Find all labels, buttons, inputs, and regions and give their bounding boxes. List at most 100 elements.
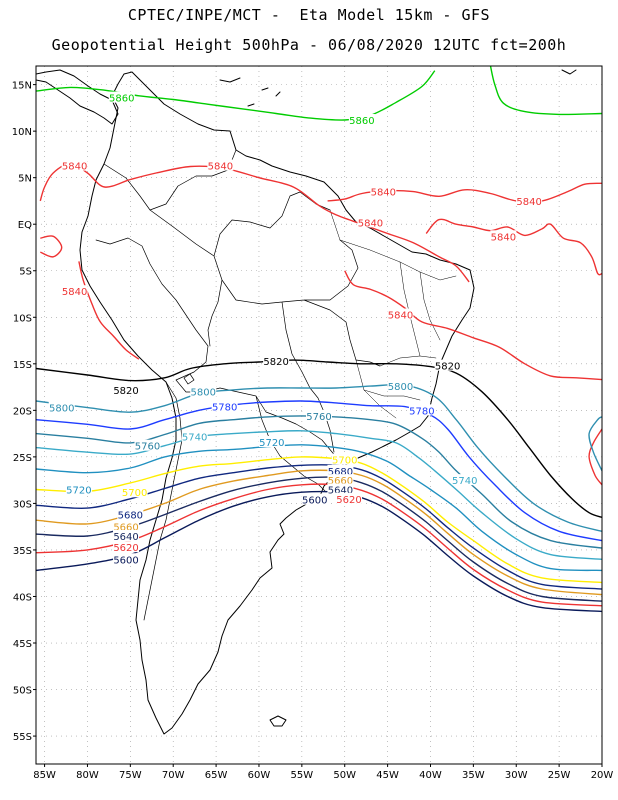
contour-label-bg <box>113 520 140 532</box>
lon-tick-label: 55W <box>291 770 314 781</box>
contour-5840 <box>40 235 63 258</box>
lon-tick-label: 20W <box>591 770 614 781</box>
lon-tick-label: 80W <box>76 770 99 781</box>
contour-5860 <box>489 66 602 116</box>
contour-label-bg <box>336 492 363 504</box>
lat-tick-label: 25S <box>13 453 32 464</box>
lat-tick-label: 20S <box>13 406 32 417</box>
lat-tick-label: 45S <box>13 639 32 650</box>
contour-5600 <box>588 416 602 472</box>
contour-label: 5800 <box>388 382 413 393</box>
contour-5840 <box>344 270 602 381</box>
state-borders <box>329 209 457 419</box>
contour-label-bg <box>327 483 354 495</box>
lon-tick-label: 35W <box>462 770 485 781</box>
map-title: CPTEC/INPE/MCT - Eta Model 15km - GFS <box>127 6 491 24</box>
lon-tick-label: 65W <box>205 770 228 781</box>
contour-5740 <box>36 430 602 560</box>
contour-5720 <box>36 444 602 572</box>
coastline-borders <box>36 69 577 735</box>
contour-label: 5620 <box>336 495 361 506</box>
axis-ticks: 85W 80W 75W 70W 65W 60W 55W 50W 45W 40W 35W 30W 25W 2… <box>12 81 614 781</box>
lon-tick-label: 60W <box>248 770 271 781</box>
contour-label-bg <box>61 285 88 297</box>
lat-tick-label: 50S <box>13 686 32 697</box>
contour-label-bg <box>387 380 414 392</box>
contour-label-bg <box>331 453 358 465</box>
contour-5840 <box>327 182 602 203</box>
contour-label-bg <box>301 493 328 505</box>
contour-label: 5700 <box>332 456 357 467</box>
contour-label: 5800 <box>191 388 216 399</box>
lat-tick-label: 15S <box>13 360 32 371</box>
contour-label: 5780 <box>409 406 434 417</box>
lon-tick-label: 45W <box>376 770 399 781</box>
contour-labels: 5860 5860 5840 5840 5840 5840 5840 5840 5840 5840… <box>48 91 543 566</box>
contour-label: 5640 <box>113 532 138 543</box>
contour-label: 5760 <box>135 442 160 453</box>
contour-label-bg <box>516 194 543 206</box>
contour-label: 5840 <box>516 197 541 208</box>
contour-label-bg <box>211 400 238 412</box>
contour-label-bg <box>306 409 332 421</box>
contour-label-bg <box>113 529 140 541</box>
contour-label: 5680 <box>118 511 143 522</box>
contour-label: 5720 <box>66 485 91 496</box>
contour-label: 5760 <box>306 412 331 423</box>
contour-label-bg <box>490 230 517 242</box>
contour-label: 5840 <box>208 162 233 173</box>
map-frame <box>35 65 603 765</box>
contour-label: 5820 <box>113 386 138 397</box>
contour-label: 5600 <box>302 496 327 507</box>
contour-label: 5740 <box>182 432 207 443</box>
contour-5820 <box>36 359 602 519</box>
contour-label: 5840 <box>62 287 87 298</box>
contour-label-bg <box>65 483 92 495</box>
lat-tick-label: 40S <box>13 592 32 603</box>
contour-label-bg <box>113 553 140 565</box>
contour-label-bg <box>117 508 144 520</box>
contour-label-bg <box>327 464 354 476</box>
contour-label: 5700 <box>122 488 147 499</box>
contour-label-bg <box>113 383 140 395</box>
contour-5860 <box>36 70 436 121</box>
lon-tick-label: 75W <box>119 770 142 781</box>
lat-tick-label: 30S <box>13 499 32 510</box>
contour-label: 5680 <box>328 467 353 478</box>
contour-label: 5840 <box>388 310 413 321</box>
contour-label: 5660 <box>113 523 138 534</box>
contour-label-bg <box>134 439 161 451</box>
contour-label-bg <box>327 474 354 486</box>
lat-tick-label: EQ <box>18 220 32 231</box>
contour-label-bg <box>387 308 414 320</box>
contour-label: 5820 <box>435 362 460 373</box>
contour-label-bg <box>108 91 135 103</box>
contour-label-bg <box>348 113 375 125</box>
lon-tick-label: 30W <box>505 770 528 781</box>
contour-5780 <box>36 400 602 542</box>
contour-label: 5640 <box>328 485 353 496</box>
lat-tick-label: 15N <box>12 81 32 92</box>
lon-tick-label: 70W <box>162 770 185 781</box>
contour-label: 5780 <box>212 403 237 414</box>
contour-label: 5860 <box>109 94 134 105</box>
lat-tick-label: 10N <box>12 127 32 138</box>
contour-label: 5860 <box>349 116 374 127</box>
contour-label-bg <box>113 541 140 553</box>
south-america-coastline <box>79 71 475 735</box>
contour-label: 5720 <box>259 438 284 449</box>
contour-label-bg <box>434 359 461 371</box>
contour-label: 5820 <box>263 357 288 368</box>
contour-label: 5800 <box>49 404 74 415</box>
contour-5840 <box>588 428 602 486</box>
contour-label: 5840 <box>358 218 383 229</box>
contour-5840 <box>78 261 140 360</box>
contour-label-bg <box>190 385 217 397</box>
contour-label: 5740 <box>452 476 477 487</box>
contour-label: 5620 <box>113 543 138 554</box>
central-america-coastline <box>36 69 119 125</box>
lat-tick-label: 5N <box>18 174 32 185</box>
contour-label-bg <box>451 474 478 486</box>
contour-5800 <box>36 383 602 532</box>
